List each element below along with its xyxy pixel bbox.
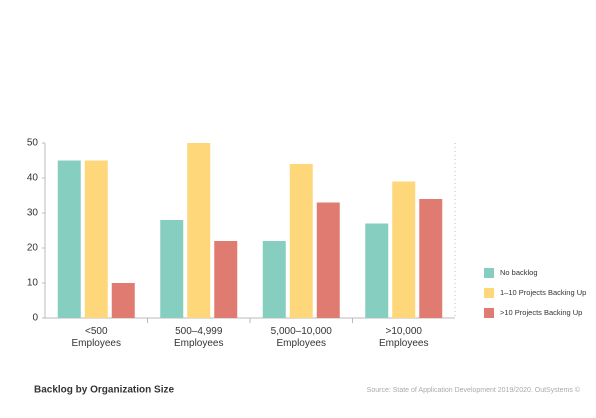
x-tick-label: >10,000 Employees xyxy=(379,326,428,349)
bar xyxy=(214,241,238,318)
y-tick-label: 30 xyxy=(27,208,39,219)
legend-label: >10 Projects Backing Up xyxy=(500,308,582,317)
y-tick-label: 50 xyxy=(27,138,39,149)
legend-swatch xyxy=(484,308,494,318)
bar xyxy=(111,283,135,318)
chart-title: Backlog by Organization Size xyxy=(34,385,174,396)
bar xyxy=(316,202,340,318)
bar xyxy=(84,160,108,318)
x-tick-label: <500 Employees xyxy=(72,326,121,349)
bar xyxy=(289,164,313,318)
y-tick-label: 10 xyxy=(27,278,39,289)
y-tick-label: 0 xyxy=(32,313,38,324)
y-tick-label: 40 xyxy=(27,173,39,184)
y-tick-label: 20 xyxy=(27,243,39,254)
bar xyxy=(262,241,286,318)
legend-label: No backlog xyxy=(500,268,538,277)
legend-swatch xyxy=(484,268,494,278)
x-tick-label: 500–4,999 Employees xyxy=(174,326,223,349)
source-note: Source: State of Application Development… xyxy=(367,386,581,394)
legend-label: 1–10 Projects Backing Up xyxy=(500,288,586,297)
bar xyxy=(57,160,81,318)
bar xyxy=(419,199,443,318)
bar xyxy=(365,223,389,318)
legend-swatch xyxy=(484,288,494,298)
bar xyxy=(160,220,184,318)
bar xyxy=(392,181,416,318)
x-tick-label: 5,000–10,000 Employees xyxy=(271,326,333,349)
bar xyxy=(187,143,211,318)
